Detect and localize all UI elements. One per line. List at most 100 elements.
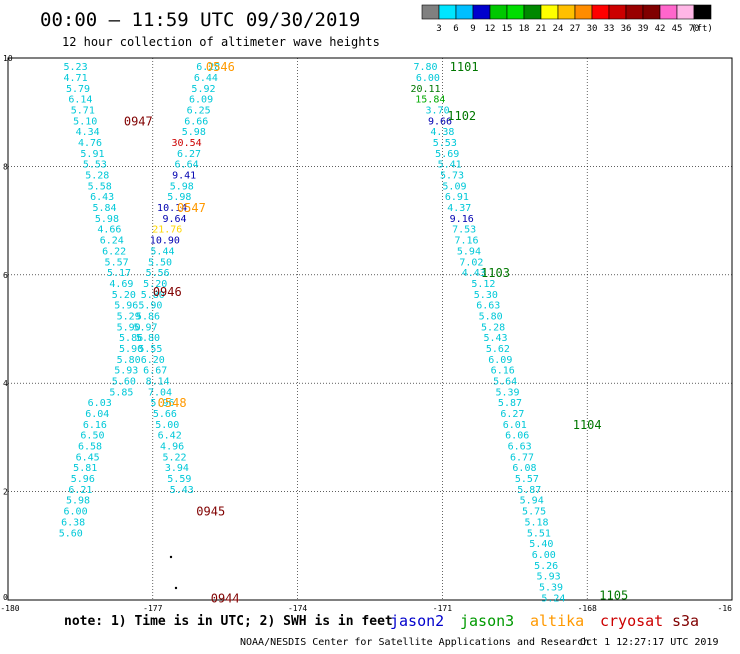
wave-height-point: 6.64 xyxy=(175,160,199,171)
wave-height-point: 5.80 xyxy=(479,311,503,322)
tiny-dot xyxy=(169,555,173,559)
wave-height-point: 5.98 xyxy=(66,496,90,507)
plot-frame xyxy=(7,57,733,601)
wave-height-point: 10.14 xyxy=(157,203,187,214)
wave-height-point: 6.09 xyxy=(488,355,512,366)
wave-height-point: 5.10 xyxy=(73,116,97,127)
wave-height-point: 6.38 xyxy=(61,517,85,528)
scale-tick-label: 9 xyxy=(470,24,475,34)
wave-height-point: 6.08 xyxy=(512,463,536,474)
wave-height-point: 5.43 xyxy=(170,485,194,496)
wave-height-point: 4.37 xyxy=(447,203,471,214)
x-tick-label: -177 xyxy=(143,604,162,613)
wave-height-point: 5.24 xyxy=(541,593,565,604)
scale-swatch xyxy=(676,4,695,20)
wave-height-point: 8.14 xyxy=(146,376,170,387)
wave-height-point: 5.30 xyxy=(474,290,498,301)
pass-time-label: 0947 xyxy=(124,114,153,128)
scale-tick-label: 18 xyxy=(519,24,530,34)
wave-height-point: 5.09 xyxy=(442,181,466,192)
wave-height-point: 5.20 xyxy=(143,279,167,290)
x-tick-label: -180 xyxy=(0,604,19,613)
wave-height-point: 4.34 xyxy=(76,127,100,138)
wave-height-point: 5.20 xyxy=(112,290,136,301)
wave-height-point: 6.66 xyxy=(184,116,208,127)
color-scale-legend: 3 6 9 12 15 18 21 24 27 30 33 36 39 42 45 70(ft) xyxy=(421,4,713,34)
wave-height-point: 6.91 xyxy=(445,192,469,203)
scale-swatch xyxy=(421,4,440,20)
wave-height-point: 20.11 xyxy=(410,84,440,95)
pass-time-label: 0944 xyxy=(211,591,240,605)
pass-time-labels: 0546 0947 0547 0946 0548 0945 0944 1101 1102 1103… xyxy=(124,60,628,605)
wave-height-point: 6.14 xyxy=(68,95,92,106)
wave-height-point: 5.75 xyxy=(522,507,546,518)
wave-height-point: 5.92 xyxy=(191,84,215,95)
y-tick-label: 0 xyxy=(3,593,8,602)
scale-swatch xyxy=(625,4,644,20)
y-tick-label: 8 xyxy=(3,162,8,171)
scale-swatch xyxy=(591,4,610,20)
wave-height-point: 5.18 xyxy=(524,517,548,528)
wave-height-point: 6.24 xyxy=(100,236,124,247)
wave-height-point: 6.45 xyxy=(76,452,100,463)
scale-tick-label: 42 xyxy=(655,24,666,34)
wave-height-point: 4.66 xyxy=(97,225,121,236)
pass-time-label: 1101 xyxy=(450,60,479,74)
wave-height-point: 6.16 xyxy=(83,420,107,431)
wave-height-point: 6.01 xyxy=(503,420,527,431)
wave-height-point: 5.28 xyxy=(85,171,109,182)
wave-height-point: 5.98 xyxy=(167,192,191,203)
wave-height-point: 3.94 xyxy=(165,463,189,474)
wave-height-point: 5.98 xyxy=(170,181,194,192)
wave-height-point: 6.63 xyxy=(508,442,532,453)
footer-note: note: 1) Time is in UTC; 2) SWH is in fe… xyxy=(64,614,393,629)
wave-height-point: 5.73 xyxy=(440,171,464,182)
scale-tick-label: 33 xyxy=(604,24,615,34)
wave-height-point: 6.50 xyxy=(80,431,104,442)
wave-height-point: 5.80 xyxy=(117,355,141,366)
footer-credit: NOAA/NESDIS Center for Satellite Applica… xyxy=(240,637,589,648)
wave-height-point: 4.71 xyxy=(64,73,88,84)
y-tick-label: 2 xyxy=(3,488,8,497)
pass-time-label: 0946 xyxy=(153,285,182,299)
wave-height-point: 5.51 xyxy=(527,528,551,539)
wave-height-point: 6.04 xyxy=(85,409,109,420)
wave-height-point: 5.41 xyxy=(438,160,462,171)
scale-tick-label: 21 xyxy=(536,24,547,34)
wave-height-point: 5.53 xyxy=(83,160,107,171)
scale-swatch xyxy=(523,4,542,20)
scale-swatch xyxy=(540,4,559,20)
chart-title: 00:00 – 11:59 UTC 09/30/2019 xyxy=(40,9,360,31)
wave-height-point: 6.42 xyxy=(158,431,182,442)
scale-swatch xyxy=(506,4,525,20)
wave-height-point: 5.87 xyxy=(498,398,522,409)
wave-height-point: 5.90 xyxy=(138,301,162,312)
satellite-label-s3a: s3a xyxy=(672,612,699,630)
scale-unit-label: (ft) xyxy=(691,24,713,34)
wave-height-point: 5.57 xyxy=(105,257,129,268)
wave-height-point: 6.25 xyxy=(187,105,211,116)
wave-height-point: 5.93 xyxy=(114,366,138,377)
wave-height-point: 5.60 xyxy=(59,528,83,539)
wave-height-point: 5.00 xyxy=(155,420,179,431)
wave-height-point: 5.59 xyxy=(167,474,191,485)
scale-tick-label: 12 xyxy=(485,24,496,34)
satellite-label-cryosat: cryosat xyxy=(600,612,663,630)
wave-height-point: 9.41 xyxy=(172,171,196,182)
pass-time-label: 0945 xyxy=(196,505,225,519)
wave-height-point: 6.22 xyxy=(102,246,126,257)
wave-height-point: 6.20 xyxy=(141,355,165,366)
wave-height-point: 4.76 xyxy=(78,138,102,149)
wave-height-point: 7.53 xyxy=(452,225,476,236)
x-tick-label: -171 xyxy=(433,604,452,613)
wave-height-point: 5.96 xyxy=(114,301,138,312)
wave-height-point: 5.57 xyxy=(515,474,539,485)
wave-height-point: 7.02 xyxy=(459,257,483,268)
scale-swatch xyxy=(659,4,678,20)
x-tick-label: -174 xyxy=(288,604,307,613)
wave-height-point: 5.64 xyxy=(493,376,517,387)
y-tick-label: 6 xyxy=(3,271,8,280)
wave-height-point: 5.93 xyxy=(537,572,561,583)
scale-tick-label: 70 xyxy=(689,24,700,34)
